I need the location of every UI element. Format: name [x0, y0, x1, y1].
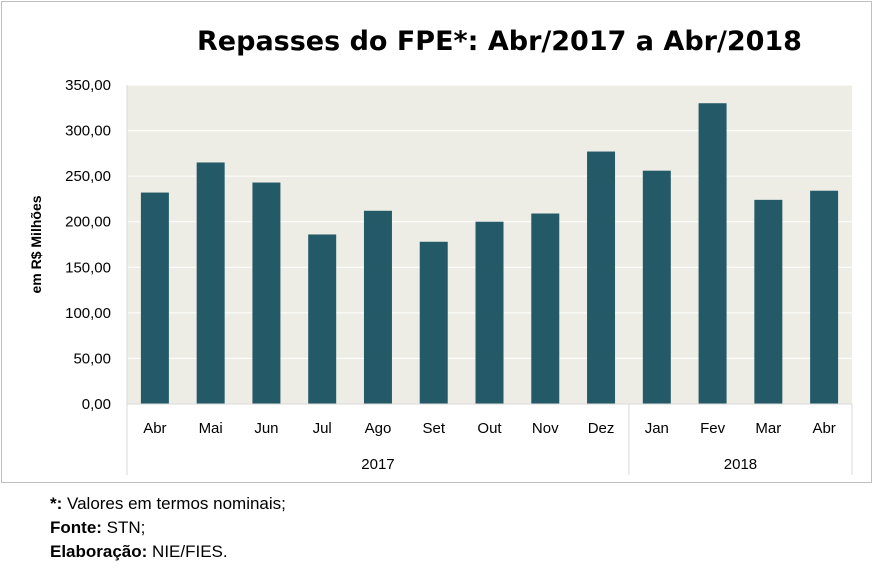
y-tick-label: 50,00 [73, 350, 111, 367]
x-tick-label: Fev [700, 420, 726, 437]
x-tick-label: Abr [143, 420, 166, 437]
x-tick-label: Mai [199, 420, 223, 437]
bar [140, 192, 169, 404]
bar [475, 221, 504, 404]
x-tick-label: Dez [588, 420, 615, 437]
x-tick-label: Out [477, 420, 502, 437]
bar [252, 182, 281, 404]
bar [196, 162, 225, 404]
bar [419, 241, 448, 404]
footnote-3: Elaboração: NIE/FIES. [50, 540, 286, 564]
bar [810, 190, 839, 404]
footnote-2-text: STN; [101, 518, 146, 537]
y-tick-label: 300,00 [65, 123, 111, 140]
group-label: 2017 [361, 456, 394, 473]
y-tick-label: 100,00 [65, 305, 111, 322]
bar [754, 199, 783, 404]
x-tick-label: Jun [254, 420, 278, 437]
y-tick-label: 350,00 [65, 77, 111, 94]
group-label: 2018 [724, 456, 757, 473]
footnote-3-label: Elaboração: [50, 542, 148, 561]
footnote-2: Fonte: STN; [50, 516, 286, 540]
x-tick-label: Set [422, 420, 445, 437]
y-tick-label: 150,00 [65, 259, 111, 276]
x-tick-label: Mar [755, 420, 781, 437]
footnote-1: *: Valores em termos nominais; [50, 492, 286, 516]
chart-frame: Repasses do FPE*: Abr/2017 a Abr/2018 0,0… [1, 1, 872, 483]
footnote-1-label: *: [50, 494, 63, 513]
y-tick-label: 250,00 [65, 168, 111, 185]
footnotes: *: Valores em termos nominais; Fonte: ST… [50, 492, 286, 564]
x-tick-label: Ago [365, 420, 392, 437]
y-tick-label: 0,00 [82, 396, 111, 413]
bar-chart: Repasses do FPE*: Abr/2017 a Abr/2018 0,0… [28, 26, 853, 475]
bar [587, 151, 616, 404]
x-tick-label: Abr [812, 420, 835, 437]
bar [531, 213, 560, 404]
x-tick-label: Nov [532, 420, 559, 437]
x-tick-label: Jan [645, 420, 669, 437]
footnote-3-text: NIE/FIES. [147, 542, 228, 561]
y-axis-title: em R$ Milhões [28, 195, 44, 293]
bar [363, 210, 392, 404]
bar [642, 170, 671, 404]
chart-title: Repasses do FPE*: Abr/2017 a Abr/2018 [197, 26, 802, 57]
bar [308, 234, 337, 404]
footnote-2-label: Fonte: [50, 518, 102, 537]
footnote-1-text: Valores em termos nominais; [62, 494, 286, 513]
x-tick-label: Jul [313, 420, 332, 437]
bar [698, 103, 727, 404]
y-tick-label: 200,00 [65, 214, 111, 231]
